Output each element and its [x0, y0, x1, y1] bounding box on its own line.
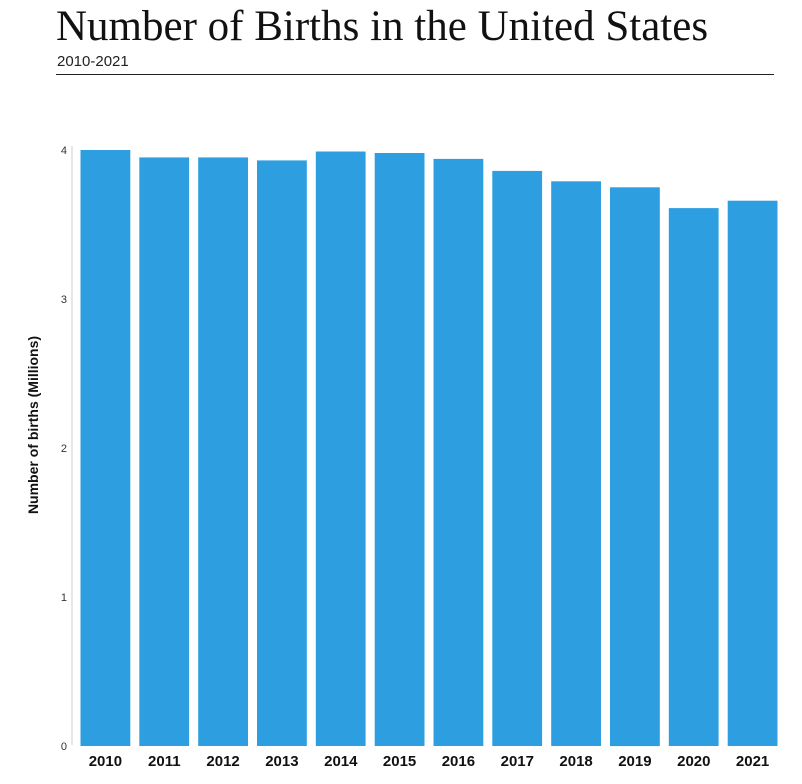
x-tick-label: 2020: [677, 753, 710, 770]
x-tick-label: 2010: [89, 753, 122, 770]
bar-2021: [727, 200, 778, 746]
bar-2020: [668, 208, 719, 747]
bar-2015: [374, 153, 425, 746]
y-tick-label: 2: [61, 443, 67, 455]
x-tick-label: 2012: [206, 753, 239, 770]
bar-2014: [315, 151, 366, 746]
x-tick-label: 2021: [736, 753, 769, 770]
x-tick-label: 2016: [442, 753, 475, 770]
y-tick-label: 3: [61, 294, 67, 306]
bar-2019: [610, 187, 660, 747]
x-tick-label: 2013: [265, 753, 298, 770]
chart-title: Number of Births in the United States: [56, 3, 709, 50]
y-tick-label: 4: [61, 145, 67, 157]
x-tick-label: 2015: [383, 753, 416, 770]
x-tick-labels: 2010 2011 2012 2013 2014 2015 2016 2017 2018 2019…: [89, 753, 770, 770]
bar-2018: [551, 181, 601, 747]
bars: [80, 150, 778, 747]
x-tick-label: 2014: [324, 753, 358, 770]
bar-2010: [80, 150, 131, 746]
bar-2013: [257, 160, 307, 746]
bar-2017: [492, 170, 543, 746]
bar-2016: [433, 158, 484, 746]
x-tick-label: 2019: [618, 753, 651, 770]
y-tick-label: 0: [61, 741, 67, 753]
bar-2012: [198, 157, 248, 746]
x-tick-label: 2017: [501, 753, 534, 770]
y-ticks: 0 1 2 3 4: [61, 145, 67, 753]
y-tick-label: 1: [61, 592, 67, 604]
bar-2011: [139, 157, 190, 746]
title-divider: [56, 74, 774, 75]
x-tick-label: 2018: [559, 753, 592, 770]
chart-subtitle: 2010-2021: [57, 53, 129, 70]
x-tick-label: 2011: [148, 753, 181, 770]
